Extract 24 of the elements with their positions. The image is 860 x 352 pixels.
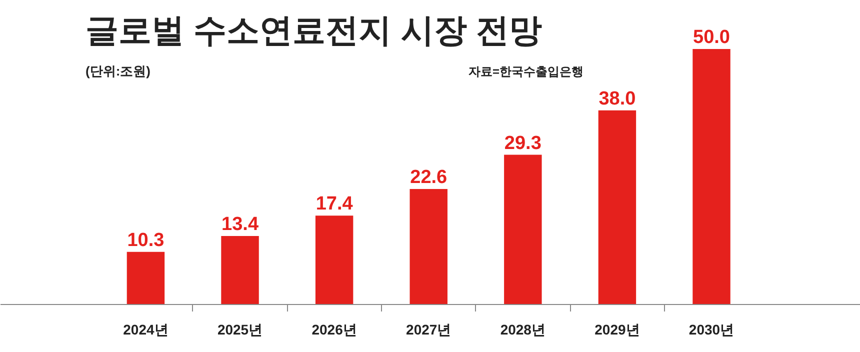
bar bbox=[126, 252, 165, 304]
x-tick-label: 2028년 bbox=[500, 322, 546, 338]
chart-title: 글로벌 수소연료전지 시장 전망 bbox=[86, 12, 542, 48]
data-label: 50.0 bbox=[693, 27, 730, 48]
data-label: 22.6 bbox=[410, 167, 448, 188]
x-tick-label: 2024년 bbox=[123, 322, 168, 338]
text: (단위:조원) bbox=[86, 64, 150, 78]
data-label: 38.0 bbox=[598, 88, 636, 110]
data-label: 29.3 bbox=[504, 132, 542, 154]
bar bbox=[221, 236, 259, 304]
x-tick-label: 2027년 bbox=[406, 322, 452, 338]
data-label: 17.4 bbox=[316, 194, 354, 215]
bar bbox=[410, 189, 448, 304]
annotation: 자료=한국수출입은행 bbox=[468, 64, 584, 78]
bar bbox=[692, 49, 730, 304]
x-tick-label: 2029년 bbox=[594, 322, 640, 338]
data-label: 13.4 bbox=[222, 214, 259, 236]
x-tick-label: 2030년 bbox=[688, 322, 734, 338]
data-label: 10.3 bbox=[127, 230, 164, 251]
bar bbox=[598, 110, 636, 304]
x-tick-label: 2026년 bbox=[312, 322, 357, 338]
x-tick-label: 2025년 bbox=[217, 322, 263, 338]
bar bbox=[504, 154, 542, 304]
bar bbox=[315, 216, 354, 304]
